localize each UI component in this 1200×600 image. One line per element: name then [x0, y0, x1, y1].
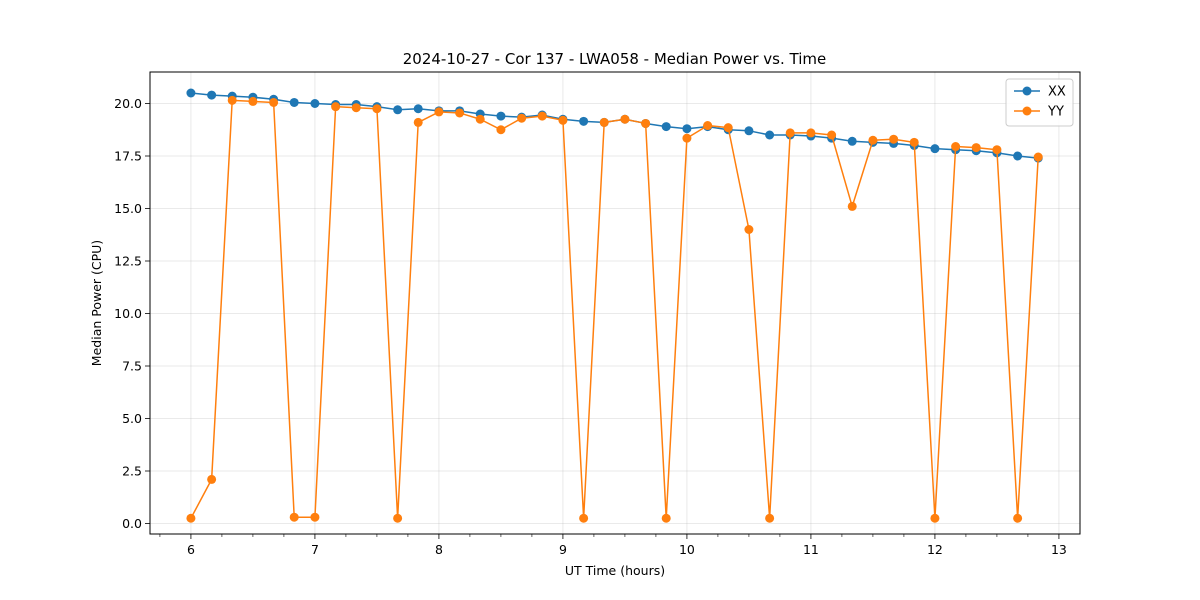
data-point-yy — [186, 513, 196, 523]
data-point-yy — [351, 103, 361, 113]
x-tick-label: 10 — [679, 542, 695, 557]
data-point-yy — [868, 135, 878, 145]
y-tick-label: 0.0 — [122, 516, 142, 531]
data-point-xx — [930, 144, 940, 154]
y-tick-label: 20.0 — [114, 96, 142, 111]
data-point-yy — [269, 97, 279, 107]
y-tick-label: 15.0 — [114, 201, 142, 216]
y-tick-label: 12.5 — [114, 254, 142, 269]
x-tick-label: 11 — [803, 542, 819, 557]
x-axis: 6 7 8 9 10 11 12 13 — [159, 534, 1067, 557]
data-point-xx — [413, 104, 423, 114]
y-axis-label: Median Power (CPU) — [89, 240, 104, 366]
data-point-xx — [186, 88, 196, 98]
x-tick-label: 9 — [559, 542, 567, 557]
y-tick-label: 7.5 — [122, 359, 142, 374]
data-point-yy — [682, 133, 692, 143]
data-point-xx — [847, 136, 857, 146]
data-point-yy — [1033, 152, 1043, 162]
data-point-xx — [744, 126, 754, 136]
series-yy — [186, 95, 1043, 523]
data-point-yy — [455, 108, 465, 118]
grid-lines — [150, 72, 1080, 534]
data-point-yy — [227, 95, 237, 105]
legend-label-yy: YY — [1047, 105, 1064, 120]
data-point-yy — [537, 111, 547, 121]
data-point-yy — [372, 104, 382, 114]
data-point-yy — [475, 114, 485, 124]
x-tick-label: 13 — [1051, 542, 1067, 557]
y-tick-label: 5.0 — [122, 411, 142, 426]
data-point-yy — [889, 134, 899, 144]
data-point-yy — [785, 128, 795, 138]
data-point-yy — [909, 137, 919, 147]
data-point-xx — [207, 90, 217, 100]
data-point-yy — [434, 107, 444, 117]
y-axis: 0.0 2.5 5.0 7.5 10.0 12.5 15.0 17.5 20.0 — [114, 96, 150, 531]
data-point-yy — [992, 145, 1002, 155]
legend-marker-yy — [1022, 106, 1032, 116]
data-point-xx — [496, 111, 506, 121]
data-point-xx — [1013, 151, 1023, 161]
legend-marker-xx — [1022, 86, 1032, 96]
data-point-xx — [765, 130, 775, 140]
series-line-yy — [190, 99, 1039, 519]
y-tick-label: 10.0 — [114, 306, 142, 321]
data-point-yy — [599, 117, 609, 127]
data-point-yy — [971, 143, 981, 153]
x-tick-label: 8 — [435, 542, 443, 557]
data-point-yy — [1013, 513, 1023, 523]
data-point-yy — [310, 512, 320, 522]
data-point-yy — [703, 121, 713, 131]
data-point-xx — [310, 99, 320, 108]
data-point-yy — [248, 96, 258, 106]
x-tick-label: 12 — [927, 542, 943, 557]
data-point-yy — [620, 114, 630, 124]
data-point-yy — [641, 118, 651, 128]
data-point-yy — [806, 128, 816, 138]
data-point-yy — [723, 123, 733, 133]
plot-frame — [149, 71, 1081, 535]
data-point-yy — [930, 513, 940, 523]
data-point-yy — [744, 225, 754, 234]
chart-title: 2024-10-27 - Cor 137 - LWA058 - Median P… — [403, 50, 827, 68]
data-point-xx — [661, 122, 671, 132]
plot-series — [186, 88, 1043, 523]
data-point-yy — [289, 512, 299, 522]
data-point-yy — [393, 513, 403, 523]
data-point-yy — [847, 201, 857, 211]
legend-label-xx: XX — [1048, 85, 1066, 100]
legend: XX YY — [1005, 78, 1074, 127]
data-point-yy — [579, 513, 589, 523]
data-point-yy — [413, 117, 423, 127]
data-point-xx — [393, 105, 403, 115]
data-point-yy — [331, 102, 341, 112]
x-tick-label: 6 — [187, 542, 195, 557]
data-point-yy — [661, 513, 671, 523]
data-point-yy — [496, 125, 506, 135]
data-point-xx — [289, 97, 299, 107]
data-point-yy — [827, 130, 837, 140]
data-point-yy — [765, 513, 775, 523]
x-axis-label: UT Time (hours) — [565, 563, 665, 578]
y-tick-label: 2.5 — [122, 464, 142, 479]
data-point-yy — [207, 474, 217, 484]
data-point-xx — [682, 124, 692, 134]
data-point-yy — [517, 113, 527, 123]
y-tick-label: 17.5 — [114, 149, 142, 164]
x-tick-label: 7 — [311, 542, 319, 557]
data-point-yy — [951, 142, 961, 152]
data-point-xx — [579, 116, 589, 126]
data-point-yy — [558, 115, 568, 125]
